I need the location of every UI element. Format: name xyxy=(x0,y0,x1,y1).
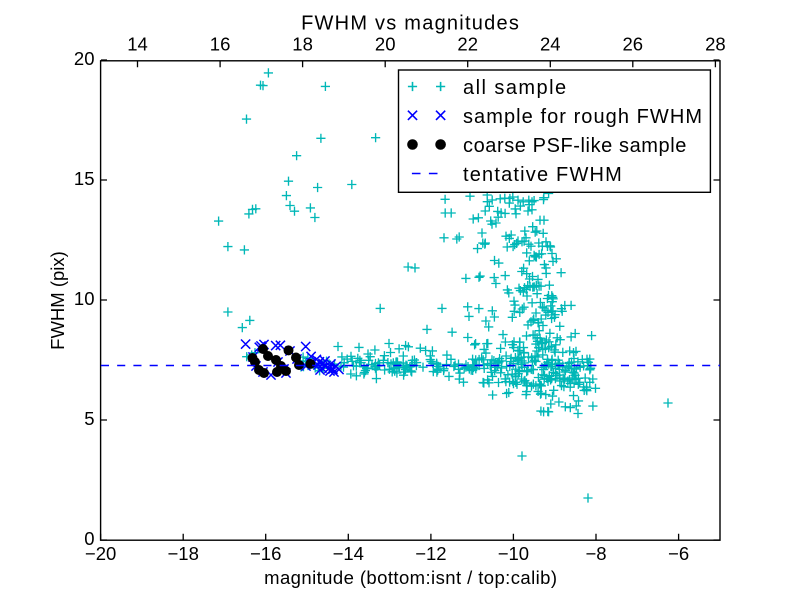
svg-text:26: 26 xyxy=(623,34,644,55)
svg-text:0: 0 xyxy=(84,528,94,549)
svg-text:−8: −8 xyxy=(585,543,606,564)
svg-text:−10: −10 xyxy=(498,543,529,564)
svg-text:5: 5 xyxy=(84,408,94,429)
svg-text:−12: −12 xyxy=(415,543,446,564)
svg-text:−20: −20 xyxy=(85,543,116,564)
svg-text:15: 15 xyxy=(74,168,95,189)
svg-text:FWHM (pix): FWHM (pix) xyxy=(47,251,68,350)
svg-text:magnitude (bottom:isnt / top:c: magnitude (bottom:isnt / top:calib) xyxy=(264,567,557,588)
svg-text:28: 28 xyxy=(705,34,726,55)
svg-text:tentative FWHM: tentative FWHM xyxy=(463,164,623,186)
svg-text:10: 10 xyxy=(74,288,95,309)
svg-text:−16: −16 xyxy=(250,543,281,564)
svg-text:14: 14 xyxy=(127,34,148,55)
svg-text:24: 24 xyxy=(540,34,561,55)
svg-text:16: 16 xyxy=(210,34,231,55)
svg-text:20: 20 xyxy=(375,34,396,55)
svg-text:FWHM vs magnitudes: FWHM vs magnitudes xyxy=(301,13,520,35)
svg-text:sample for rough FWHM: sample for rough FWHM xyxy=(463,106,703,128)
svg-text:−14: −14 xyxy=(333,543,364,564)
svg-text:22: 22 xyxy=(457,34,478,55)
svg-text:−18: −18 xyxy=(168,543,199,564)
svg-text:−6: −6 xyxy=(668,543,689,564)
svg-text:18: 18 xyxy=(292,34,313,55)
svg-text:20: 20 xyxy=(74,48,95,69)
svg-text:all sample: all sample xyxy=(463,77,568,99)
svg-text:coarse PSF-like sample: coarse PSF-like sample xyxy=(463,135,687,157)
